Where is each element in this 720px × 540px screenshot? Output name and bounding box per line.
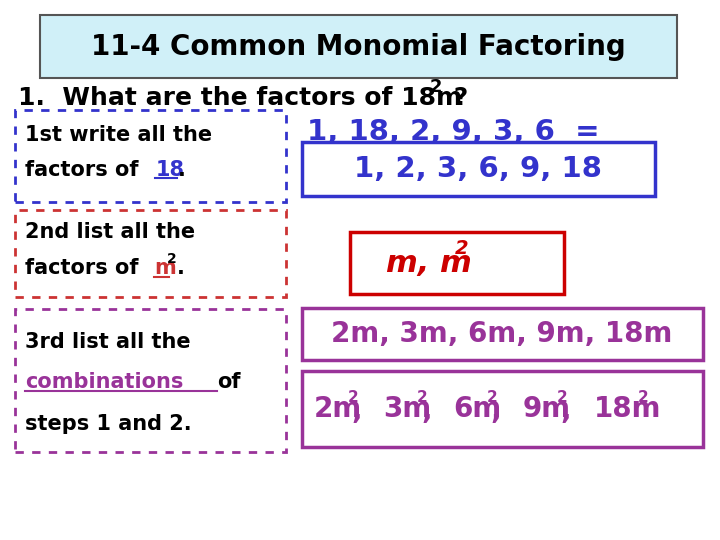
Text: 2: 2 bbox=[430, 78, 443, 96]
Text: 2: 2 bbox=[417, 389, 428, 404]
Text: 2: 2 bbox=[167, 252, 177, 266]
Text: 2: 2 bbox=[557, 389, 567, 404]
Text: 18m: 18m bbox=[594, 395, 662, 423]
Text: 2m: 2m bbox=[314, 395, 362, 423]
Text: 18: 18 bbox=[156, 160, 184, 180]
Text: ,: , bbox=[421, 397, 432, 425]
Text: .: . bbox=[177, 258, 185, 278]
Text: 3m: 3m bbox=[383, 395, 431, 423]
Text: ?: ? bbox=[445, 86, 468, 110]
Text: 2m, 3m, 6m, 9m, 18m: 2m, 3m, 6m, 9m, 18m bbox=[331, 320, 672, 348]
Text: 1.  What are the factors of 18m: 1. What are the factors of 18m bbox=[18, 86, 462, 110]
Text: 2: 2 bbox=[638, 389, 649, 404]
Text: ,: , bbox=[351, 397, 362, 425]
Text: factors of: factors of bbox=[25, 258, 145, 278]
Text: 6m: 6m bbox=[453, 395, 501, 423]
Text: combinations: combinations bbox=[25, 372, 184, 392]
Text: 11-4 Common Monomial Factoring: 11-4 Common Monomial Factoring bbox=[91, 33, 626, 61]
Text: ,: , bbox=[491, 397, 501, 425]
Text: 1st write all the: 1st write all the bbox=[25, 125, 212, 145]
FancyBboxPatch shape bbox=[40, 15, 677, 78]
Text: 2: 2 bbox=[348, 389, 358, 404]
Text: m: m bbox=[154, 258, 176, 278]
Text: .: . bbox=[178, 160, 186, 180]
Text: 2: 2 bbox=[455, 240, 469, 259]
Text: m, m: m, m bbox=[386, 248, 472, 278]
Text: 1, 18, 2, 9, 3, 6  =: 1, 18, 2, 9, 3, 6 = bbox=[307, 118, 599, 146]
Text: 2: 2 bbox=[487, 389, 498, 404]
Text: 1, 2, 3, 6, 9, 18: 1, 2, 3, 6, 9, 18 bbox=[354, 155, 602, 183]
Text: steps 1 and 2.: steps 1 and 2. bbox=[25, 414, 192, 434]
Text: factors of: factors of bbox=[25, 160, 145, 180]
Text: ,: , bbox=[560, 397, 571, 425]
Text: 9m: 9m bbox=[523, 395, 571, 423]
Text: 3rd list all the: 3rd list all the bbox=[25, 332, 191, 352]
Text: of: of bbox=[217, 372, 240, 392]
Text: 2nd list all the: 2nd list all the bbox=[25, 222, 195, 242]
